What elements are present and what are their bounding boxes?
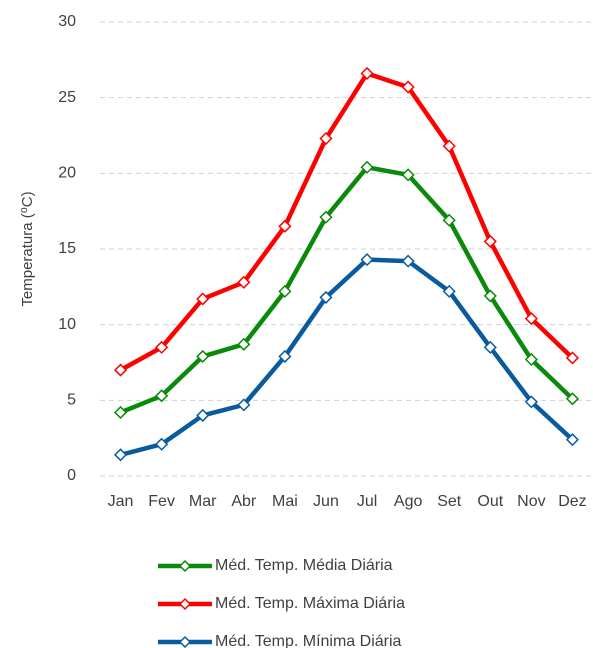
marker bbox=[483, 289, 497, 303]
marker bbox=[278, 349, 292, 364]
y-tick-label: 20 bbox=[58, 165, 76, 182]
marker bbox=[319, 290, 333, 304]
marker bbox=[155, 437, 169, 451]
marker bbox=[401, 168, 415, 182]
y-tick-label: 0 bbox=[67, 467, 76, 484]
marker bbox=[401, 80, 415, 94]
x-tick-label: Jun bbox=[313, 493, 339, 510]
marker bbox=[113, 448, 128, 462]
marker bbox=[237, 398, 251, 412]
marker bbox=[565, 433, 580, 447]
marker bbox=[442, 213, 456, 227]
marker bbox=[113, 363, 128, 377]
x-tick-label: Jul bbox=[357, 493, 377, 510]
series-line bbox=[119, 71, 575, 373]
legend-marker bbox=[178, 635, 192, 648]
marker bbox=[524, 395, 538, 409]
x-tick-label: Mai bbox=[272, 493, 298, 510]
marker bbox=[401, 254, 415, 268]
y-tick-label: 10 bbox=[58, 316, 76, 333]
legend-label: Méd. Temp. Média Diária bbox=[215, 557, 393, 574]
x-tick-label: Set bbox=[437, 493, 462, 510]
marker bbox=[113, 405, 128, 420]
x-tick-label: Abr bbox=[231, 493, 257, 510]
marker bbox=[524, 352, 538, 367]
x-tick-label: Ago bbox=[394, 493, 423, 510]
x-tick-label: Out bbox=[477, 493, 503, 510]
marker bbox=[360, 160, 374, 174]
marker bbox=[237, 337, 251, 351]
marker bbox=[442, 284, 456, 298]
marker bbox=[483, 340, 497, 354]
x-tick-label: Nov bbox=[517, 493, 545, 510]
y-tick-label: 5 bbox=[67, 392, 76, 409]
marker bbox=[524, 312, 538, 326]
marker bbox=[565, 351, 580, 365]
x-tick-label: Fev bbox=[148, 493, 175, 510]
marker bbox=[483, 234, 497, 248]
legend-label: Méd. Temp. Mínima Diária bbox=[215, 633, 402, 648]
marker bbox=[360, 253, 374, 267]
marker bbox=[155, 389, 169, 403]
x-tick-label: Mar bbox=[189, 493, 217, 510]
y-tick-label: 15 bbox=[58, 240, 76, 257]
marker bbox=[196, 349, 210, 364]
series-line bbox=[119, 257, 574, 457]
y-axis-label: Temperatura (⁰C) bbox=[19, 191, 36, 306]
marker bbox=[442, 139, 456, 153]
marker bbox=[319, 131, 333, 146]
marker bbox=[360, 66, 374, 81]
legend-label: Méd. Temp. Máxima Diária bbox=[215, 595, 405, 612]
marker bbox=[196, 408, 210, 423]
marker bbox=[565, 392, 580, 406]
marker bbox=[278, 284, 292, 298]
marker bbox=[278, 219, 292, 233]
series-line bbox=[119, 165, 575, 415]
legend-marker bbox=[178, 559, 192, 573]
marker bbox=[319, 210, 333, 224]
marker bbox=[155, 340, 169, 354]
marker bbox=[196, 292, 210, 306]
legend-marker bbox=[178, 597, 192, 611]
y-tick-label: 25 bbox=[58, 89, 76, 106]
y-tick-label: 30 bbox=[58, 13, 76, 30]
x-tick-label: Jan bbox=[108, 493, 134, 510]
x-tick-label: Dez bbox=[558, 493, 586, 510]
marker bbox=[237, 275, 251, 289]
